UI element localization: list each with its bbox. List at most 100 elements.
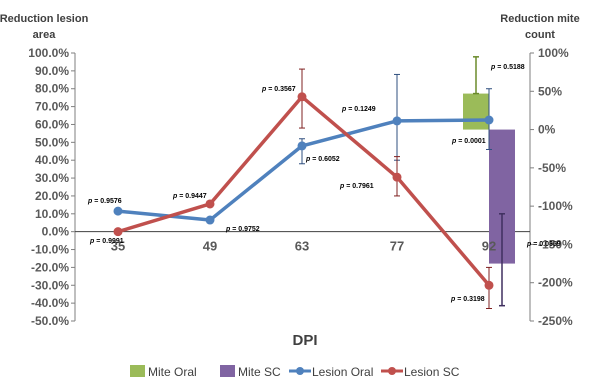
point-lesion-sc [392,172,402,182]
x-axis-category-labels: 35 49 63 77 92 [111,239,496,254]
x-category-label: 77 [390,239,404,254]
p-value-label: p = 0.3198 [450,296,485,303]
p-value-label: p = 0.7961 [339,183,374,190]
lesion-error-bars [115,68,492,309]
p-value: = 0.9752 [230,226,259,233]
y-left-tick-label: 0.0% [42,225,70,239]
y-right-tick-label: 100% [538,46,569,60]
p-value: = 0.9991 [94,238,123,245]
legend-swatch-marker [296,367,304,375]
y-left-tick-label: 60.0% [35,117,69,131]
line-lesion-oral [117,118,490,222]
point-lesion-oral [392,116,402,126]
p-value: = 0.0359 [531,241,560,248]
p-symbol: p [89,238,95,245]
y-left-tick-label: -20.0% [31,260,69,274]
p-value-label: p = 0.1249 [341,106,376,113]
y-left-tick-label: -40.0% [31,296,69,310]
p-symbol: p [305,156,311,163]
y-right-tick-label: 0% [538,123,556,137]
x-category-label: 92 [482,239,496,254]
mite-error-bars [473,56,505,307]
legend-label: Lesion SC [404,365,460,379]
point-lesion-sc [297,92,307,102]
p-value-label: p = 0.3567 [261,86,296,93]
p-symbol: p [87,198,93,205]
p-symbol: p [261,86,267,93]
point-lesion-oral [113,206,123,216]
legend-label: Mite Oral [148,365,197,379]
point-lesion-sc [205,199,215,209]
line-lesion-sc [117,95,491,287]
y-left-tick-label: -50.0% [31,314,69,328]
y-axis-left-ticks: -50.0% -40.0% -30.0% -20.0% -10.0% 0.0% 10.0% 2… [28,46,75,328]
legend-swatch-marker [388,367,396,375]
p-value: = 0.0001 [456,138,485,145]
p-value-label: p = 0.9447 [172,193,207,200]
y-right-title-line-2: count [525,29,555,41]
p-value: = 0.6052 [310,156,339,163]
p-value-label: p = 0.9576 [87,198,122,205]
x-category-label: 49 [203,239,217,254]
point-lesion-oral [484,115,494,125]
y-left-tick-label: 90.0% [35,64,69,78]
point-lesion-oral [297,141,307,151]
p-value-label: p = 0.0359 [526,241,561,248]
p-value: = 0.3567 [266,86,295,93]
p-value: = 0.7961 [344,183,373,190]
y-left-tick-label: 100.0% [28,46,69,60]
y-axis-left-title: Reduction lesion area [0,13,89,41]
legend-swatch-mite-sc [220,365,235,377]
p-value: = 0.9447 [177,193,206,200]
p-symbol: p [225,226,231,233]
y-left-title-line-2: area [33,29,57,41]
y-left-tick-label: 10.0% [35,207,69,221]
y-left-tick-label: 40.0% [35,153,69,167]
legend-label: Lesion Oral [312,365,373,379]
p-symbol: p [451,138,457,145]
p-symbol: p [450,296,456,303]
y-left-tick-label: -30.0% [31,278,69,292]
point-lesion-sc [484,280,494,290]
p-symbol: p [341,106,347,113]
y-right-tick-label: -50% [538,161,566,175]
x-category-label: 35 [111,239,125,254]
y-right-tick-label: -200% [538,276,573,290]
p-value: = 0.5188 [495,64,524,71]
y-left-tick-label: -10.0% [31,243,69,257]
lesion-lines [117,95,491,287]
p-value-label: p = 0.6052 [305,156,340,163]
y-right-tick-label: 50% [538,84,562,98]
y-right-tick-label: -150% [538,237,573,251]
y-left-tick-label: 70.0% [35,100,69,114]
y-axis-right-title: Reduction mite count [500,13,579,41]
legend-swatch-mite-oral [130,365,145,377]
x-category-label: 63 [295,239,309,254]
bar-mite-oral [463,93,489,130]
y-axis-right-ticks: -250% -200% -150% -100% -50% 0% 50% 100% [530,46,573,328]
p-value-label: p = 0.5188 [490,64,525,71]
y-left-tick-label: 50.0% [35,135,69,149]
y-right-title-line-1: Reduction mite [500,13,579,25]
legend-label: Mite SC [238,365,281,379]
p-symbol: p [490,64,496,71]
p-value-label: p = 0.9991 [89,238,124,245]
point-lesion-sc [113,227,123,237]
y-left-tick-label: 20.0% [35,189,69,203]
y-right-tick-label: -100% [538,199,573,213]
p-value-label: p = 0.9752 [225,226,260,233]
y-left-tick-label: 30.0% [35,171,69,185]
p-value: = 0.9576 [92,198,121,205]
y-left-tick-label: 80.0% [35,82,69,96]
point-lesion-oral [205,215,215,225]
p-symbol: p [172,193,178,200]
lesion-points [113,92,494,290]
p-value: = 0.3198 [455,296,484,303]
p-value: = 0.1249 [346,106,375,113]
y-left-title-line-1: Reduction lesion [0,13,89,25]
legend: Mite Oral Mite SC Lesion Oral Lesion SC [130,365,460,379]
x-axis-title: DPI [292,332,317,349]
p-symbol: p [339,183,345,190]
